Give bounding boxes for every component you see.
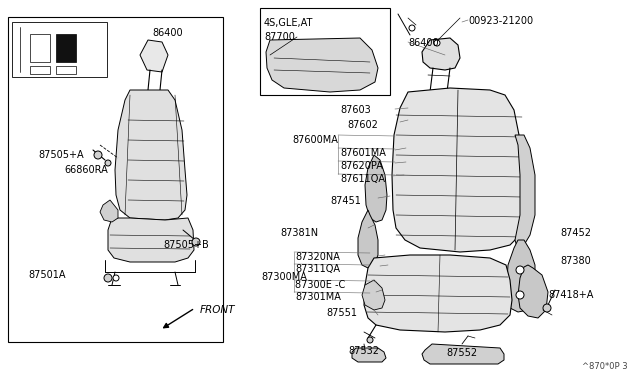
Text: 87451: 87451: [330, 196, 361, 206]
Circle shape: [367, 337, 373, 343]
Text: 87311QA: 87311QA: [295, 264, 340, 274]
Polygon shape: [392, 88, 524, 252]
Text: 87300E -C: 87300E -C: [295, 280, 345, 290]
Text: 86400: 86400: [408, 38, 438, 48]
Text: 87532: 87532: [348, 346, 379, 356]
Text: 87301MA: 87301MA: [295, 292, 341, 302]
Text: 87620PA: 87620PA: [340, 161, 383, 171]
Text: 87381N: 87381N: [280, 228, 318, 238]
Circle shape: [192, 238, 200, 246]
Text: 87300MA: 87300MA: [261, 272, 307, 282]
Text: 87551: 87551: [326, 308, 357, 318]
Bar: [260, 8, 390, 95]
Polygon shape: [108, 218, 194, 262]
Text: 4S,GLE,AT: 4S,GLE,AT: [264, 18, 314, 28]
Bar: [56, 34, 76, 62]
Text: 87552: 87552: [446, 348, 477, 358]
Bar: [56, 66, 76, 74]
Bar: [30, 34, 50, 62]
Text: ^870*0P 3: ^870*0P 3: [582, 362, 628, 371]
Text: 87501A: 87501A: [28, 270, 65, 280]
Polygon shape: [422, 38, 460, 70]
Polygon shape: [100, 200, 118, 222]
Text: 87601MA: 87601MA: [340, 148, 386, 158]
Circle shape: [543, 304, 551, 312]
Polygon shape: [422, 344, 504, 364]
Text: 87320NA: 87320NA: [295, 252, 340, 262]
Text: 87602: 87602: [347, 120, 378, 130]
Polygon shape: [364, 255, 512, 332]
Polygon shape: [518, 265, 548, 318]
Polygon shape: [266, 38, 378, 92]
Text: 87380: 87380: [560, 256, 591, 266]
Text: FRONT: FRONT: [200, 305, 236, 315]
Text: 86400: 86400: [152, 28, 182, 38]
Bar: [12, 22, 107, 77]
Polygon shape: [115, 90, 187, 220]
Circle shape: [105, 160, 111, 166]
Text: 87418+A: 87418+A: [548, 290, 593, 300]
Text: 87600MA: 87600MA: [292, 135, 338, 145]
Text: 00923-21200: 00923-21200: [468, 16, 533, 26]
Text: 87603: 87603: [340, 105, 371, 115]
Polygon shape: [515, 135, 535, 250]
Text: 87505+B: 87505+B: [163, 240, 209, 250]
Bar: [30, 66, 50, 74]
Circle shape: [409, 25, 415, 31]
Circle shape: [516, 266, 524, 274]
Polygon shape: [506, 240, 535, 312]
Polygon shape: [362, 280, 385, 310]
Polygon shape: [352, 348, 386, 362]
Circle shape: [104, 274, 112, 282]
Polygon shape: [365, 155, 387, 222]
Circle shape: [516, 291, 524, 299]
Polygon shape: [358, 210, 378, 268]
Circle shape: [434, 40, 440, 46]
Text: 87505+A: 87505+A: [38, 150, 84, 160]
Text: 87611QA: 87611QA: [340, 174, 385, 184]
Circle shape: [94, 151, 102, 159]
Text: 66860RA: 66860RA: [64, 165, 108, 175]
Bar: [8, 17, 223, 342]
Text: 87452: 87452: [560, 228, 591, 238]
Text: 87700: 87700: [264, 32, 295, 42]
Polygon shape: [140, 40, 168, 72]
Circle shape: [113, 275, 119, 281]
